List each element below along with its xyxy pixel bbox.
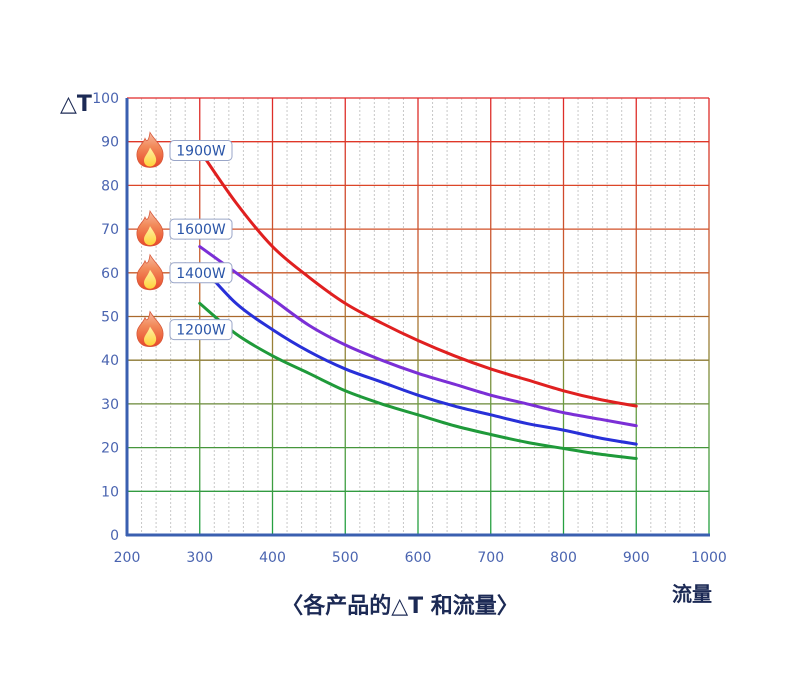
legend-item-1200W: 1200W bbox=[136, 310, 233, 348]
y-tick-label: 10 bbox=[101, 484, 119, 500]
chart-title: 〈各产品的△T 和流量〉 bbox=[281, 594, 519, 619]
y-tick-label: 80 bbox=[101, 178, 119, 194]
series-line-1400W bbox=[198, 262, 638, 446]
x-axis-label: 流量 bbox=[672, 582, 712, 606]
legend-item-1400W: 1400W bbox=[136, 253, 233, 291]
y-tick-label: 40 bbox=[101, 353, 119, 369]
x-tick-label: 400 bbox=[259, 550, 286, 566]
flame-inner bbox=[144, 147, 157, 167]
y-tick-label: 70 bbox=[101, 222, 119, 238]
x-tick-label: 500 bbox=[332, 550, 359, 566]
legend-label-box bbox=[169, 319, 233, 341]
x-tick-label: 600 bbox=[405, 550, 432, 566]
x-tick-label: 800 bbox=[550, 550, 577, 566]
flame-inner bbox=[144, 326, 157, 346]
x-tick-label: 1000 bbox=[691, 550, 727, 566]
legend-label-box bbox=[169, 218, 233, 240]
legend-label-box bbox=[169, 262, 233, 284]
legend-item-1900W: 1900W bbox=[136, 131, 233, 168]
y-axis-label: △T bbox=[60, 92, 92, 117]
flame-inner bbox=[144, 226, 157, 246]
y-tick-label: 30 bbox=[101, 397, 119, 413]
y-tick-label: 100 bbox=[92, 91, 119, 107]
y-tick-label: 90 bbox=[101, 135, 119, 151]
legend-label: 1600W bbox=[176, 222, 226, 238]
legend-label: 1200W bbox=[176, 323, 226, 339]
series-line-1200W bbox=[198, 301, 638, 461]
x-tick-label: 300 bbox=[186, 550, 213, 566]
x-tick-label: 900 bbox=[623, 550, 650, 566]
y-tick-label: 0 bbox=[110, 528, 119, 544]
y-tick-label: 20 bbox=[101, 441, 119, 457]
series-line-1600W bbox=[198, 245, 638, 428]
y-tick-label: 50 bbox=[101, 310, 119, 326]
x-tick-label: 700 bbox=[477, 550, 504, 566]
y-tick-label: 60 bbox=[101, 266, 119, 282]
x-tick-label: 200 bbox=[114, 550, 141, 566]
legend-label: 1900W bbox=[176, 143, 226, 159]
legend-label: 1400W bbox=[176, 266, 226, 282]
legend-item-1600W: 1600W bbox=[136, 209, 233, 247]
series-line-1900W bbox=[198, 148, 638, 408]
flame-inner bbox=[144, 269, 157, 289]
legend-label-box bbox=[169, 139, 233, 161]
